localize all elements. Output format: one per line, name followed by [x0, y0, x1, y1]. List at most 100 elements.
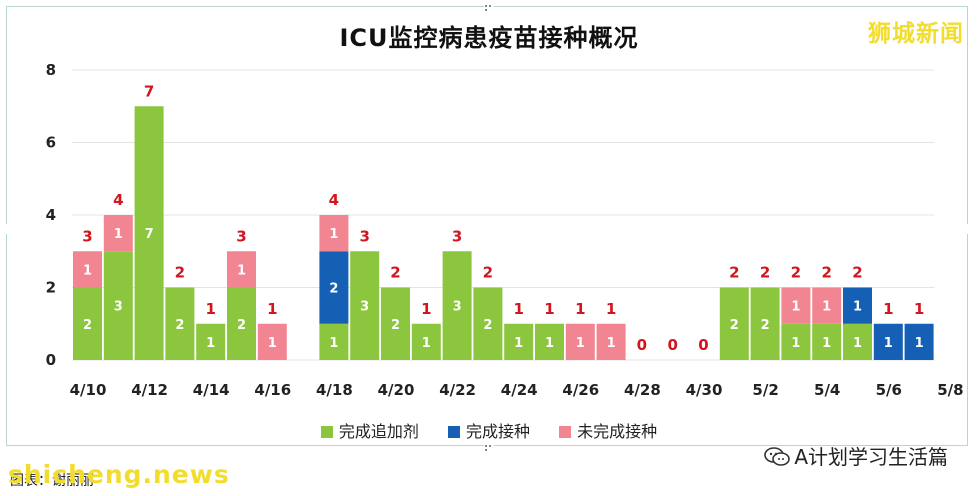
resize-handle-bottom[interactable] [484, 443, 494, 451]
bar-total-label: 3 [359, 227, 369, 245]
bar-segment [319, 323, 349, 360]
bar-segment-label: 1 [545, 336, 554, 351]
bar-segment [227, 287, 256, 360]
bar-segment [750, 287, 780, 360]
bar-total-label: 2 [760, 264, 770, 282]
bar-segment [812, 323, 842, 360]
bar-total-label: 1 [914, 300, 924, 318]
x-tick-label: 4/14 [193, 381, 230, 399]
wechat-account: A计划学习生活篇 [764, 441, 948, 470]
resize-handle-left[interactable] [3, 224, 9, 234]
bar-segment [103, 251, 133, 360]
legend: 完成追加剂 完成接种 未完成接种 [0, 418, 978, 442]
source-label: 图表：谢丽丽 [10, 473, 94, 489]
bar-segment [535, 323, 564, 360]
bar-segment [596, 323, 626, 360]
bar-segment-label: 1 [576, 336, 585, 351]
x-tick-label: 4/16 [254, 381, 291, 399]
bar-segment-label: 1 [791, 336, 800, 351]
bar-segment-label: 2 [83, 318, 92, 333]
bar-segment [381, 287, 410, 360]
bar-total-label: 1 [575, 300, 585, 318]
resize-handle-right[interactable] [965, 224, 971, 234]
bar-total-label: 1 [544, 300, 554, 318]
bar-total-label: 4 [329, 191, 339, 209]
bar-segment-label: 1 [514, 336, 523, 351]
legend-item-booster: 完成追加剂 [320, 418, 419, 442]
bar-segment [781, 287, 811, 324]
wechat-account-name: A计划学习生活篇 [794, 445, 948, 469]
bar-segment-label: 1 [206, 336, 215, 351]
x-tick-label: 4/26 [562, 381, 599, 399]
bar-segment-label: 1 [853, 336, 862, 351]
y-tick-label: 0 [46, 351, 56, 369]
x-tick-label: 5/6 [876, 381, 902, 399]
bar-segment [565, 323, 595, 360]
bar-segment-label: 2 [237, 318, 246, 333]
bar-total-label: 0 [637, 336, 647, 354]
bar-segment [165, 287, 195, 360]
x-tick-label: 4/24 [501, 381, 538, 399]
bar-total-label: 3 [236, 227, 246, 245]
legend-swatch-vaccinated [447, 426, 460, 438]
legend-label-unvaccinated: 未完成接种 [577, 422, 658, 441]
x-tick-label: 4/20 [378, 381, 415, 399]
y-tick-label: 8 [46, 61, 56, 79]
legend-swatch-booster [320, 426, 333, 438]
bar-segment [473, 287, 503, 360]
bar-segment [73, 287, 102, 360]
bar-segment-label: 1 [83, 263, 92, 278]
bar-segment-label: 1 [237, 263, 246, 278]
legend-item-unvaccinated: 未完成接种 [559, 418, 657, 442]
bar-segment-label: 2 [329, 282, 338, 297]
bar-segment-label: 1 [329, 227, 338, 242]
bar-segment [442, 251, 472, 360]
legend-swatch-unvaccinated [559, 426, 572, 438]
bar-segment [134, 106, 164, 360]
bar-segment [227, 251, 256, 288]
bar-segment-label: 2 [730, 318, 739, 333]
bar-segment [350, 251, 380, 360]
x-tick-label: 5/8 [937, 381, 963, 399]
x-tick-label: 4/28 [624, 381, 661, 399]
x-tick-label: 4/30 [686, 381, 723, 399]
x-tick-label: 4/18 [316, 381, 353, 399]
bar-segment [504, 323, 534, 360]
bar-total-label: 1 [267, 300, 277, 318]
bar-segment-label: 1 [822, 300, 831, 315]
x-tick-label: 4/12 [131, 381, 168, 399]
bar-total-label: 3 [452, 227, 462, 245]
bar-total-label: 2 [483, 264, 493, 282]
bar-segment-label: 1 [822, 336, 831, 351]
bar-segment [103, 215, 133, 252]
chart-title: ICU监控病患疫苗接种概况 [339, 24, 639, 52]
bar-total-label: 4 [113, 191, 123, 209]
bar-total-label: 1 [421, 300, 431, 318]
bar-segment [257, 323, 287, 360]
resize-handle-top[interactable] [484, 3, 494, 11]
bar-segment [319, 251, 349, 324]
bar-segment [843, 323, 872, 360]
bar-total-label: 1 [205, 300, 215, 318]
bar-segment-label: 1 [329, 336, 338, 351]
bar-segment [719, 287, 749, 360]
bar-segment-label: 7 [145, 227, 154, 242]
bar-total-label: 1 [513, 300, 523, 318]
bar-segment-label: 1 [791, 300, 800, 315]
bar-total-label: 2 [729, 264, 739, 282]
bar-segment [319, 215, 349, 252]
bar-total-label: 0 [698, 336, 708, 354]
brand-logo: 狮城新闻 [868, 21, 964, 47]
bar-total-label: 2 [821, 264, 831, 282]
bar-segment-label: 1 [915, 336, 924, 351]
x-tick-label: 5/2 [752, 381, 778, 399]
bar-segment-label: 1 [114, 227, 123, 242]
bar-total-label: 7 [144, 82, 154, 100]
bar-segment [781, 323, 811, 360]
bar-segment-label: 2 [761, 318, 770, 333]
bar-total-label: 3 [82, 227, 92, 245]
bar-segment [904, 323, 934, 360]
bar-segment [873, 323, 903, 360]
bar-total-label: 0 [667, 336, 677, 354]
